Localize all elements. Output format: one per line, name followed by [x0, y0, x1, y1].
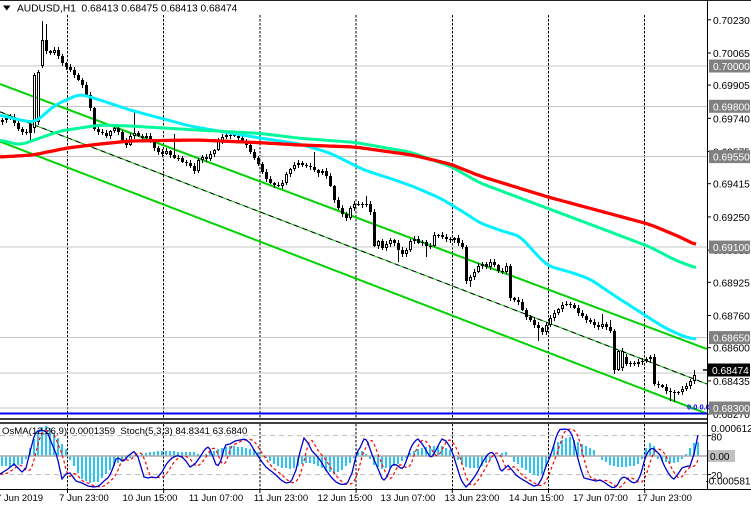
svg-text:0.68925: 0.68925	[713, 278, 750, 289]
svg-text:0.69800: 0.69800	[713, 102, 750, 113]
svg-text:0.70065: 0.70065	[713, 49, 750, 60]
svg-text:11 Jun 23:00: 11 Jun 23:00	[254, 493, 308, 504]
svg-text:10 Jun 15:00: 10 Jun 15:00	[123, 493, 178, 504]
svg-text:0.68435: 0.68435	[713, 377, 750, 388]
svg-text:0.00: 0.00	[710, 452, 730, 463]
svg-text:0.69100: 0.69100	[713, 243, 750, 254]
svg-text:0.68760: 0.68760	[713, 312, 750, 323]
svg-text:20: 20	[711, 471, 723, 482]
svg-text:17 Jun 07:00: 17 Jun 07:00	[573, 493, 628, 504]
svg-text:-0.000581: -0.000581	[705, 477, 750, 488]
svg-text:0.68300: 0.68300	[713, 404, 750, 415]
svg-text:13 Jun 23:00: 13 Jun 23:00	[445, 493, 500, 504]
svg-text:0.0 0.0: 0.0 0.0	[687, 403, 710, 412]
svg-text:0.68270: 0.68270	[713, 410, 750, 421]
svg-text:0.70230: 0.70230	[713, 16, 750, 27]
svg-text:80: 80	[711, 433, 723, 444]
svg-text:7 Jun 2019: 7 Jun 2019	[0, 493, 43, 504]
svg-text:0.68650: 0.68650	[713, 334, 750, 345]
svg-text:0.70000: 0.70000	[713, 62, 750, 73]
svg-text:0.69740: 0.69740	[713, 114, 750, 125]
svg-text:0.68600: 0.68600	[713, 344, 750, 355]
svg-text:0.69550: 0.69550	[713, 153, 750, 164]
svg-text:14 Jun 15:00: 14 Jun 15:00	[509, 493, 564, 504]
svg-text:AUDUSD,H1 0.68413 0.68475 0.6: AUDUSD,H1 0.68413 0.68475 0.68413 0.6847…	[17, 4, 238, 15]
svg-text:0.69250: 0.69250	[713, 213, 750, 224]
svg-text:7 Jun 23:00: 7 Jun 23:00	[59, 493, 109, 504]
svg-text:11 Jun 07:00: 11 Jun 07:00	[189, 493, 243, 504]
svg-text:OsMA(12,26,9) 0.0001359 Stoch: OsMA(12,26,9) 0.0001359 Stoch(5,3,3) 84.…	[2, 426, 247, 437]
svg-text:13 Jun 07:00: 13 Jun 07:00	[381, 493, 436, 504]
svg-text:12 Jun 15:00: 12 Jun 15:00	[318, 493, 373, 504]
svg-text:0.68474: 0.68474	[712, 366, 749, 377]
svg-text:0.69905: 0.69905	[713, 81, 750, 92]
svg-text:0.000612: 0.000612	[711, 424, 751, 435]
svg-text:0.69415: 0.69415	[713, 180, 750, 191]
svg-text:17 Jun 23:00: 17 Jun 23:00	[637, 493, 692, 504]
